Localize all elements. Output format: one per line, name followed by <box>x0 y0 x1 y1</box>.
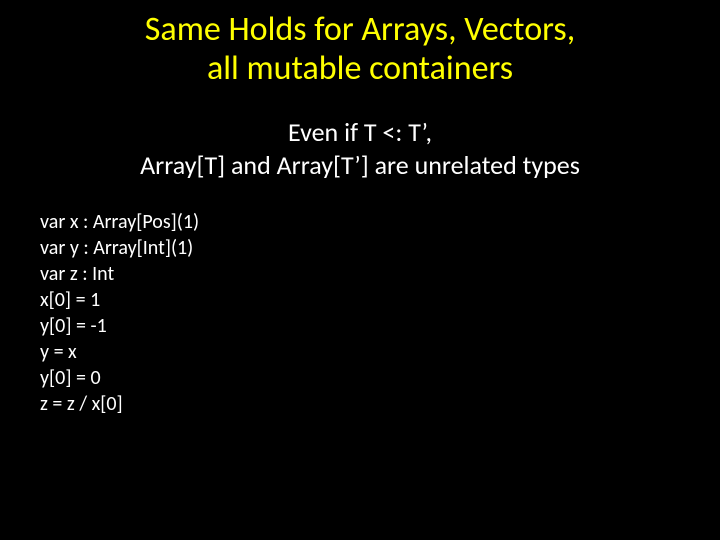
slide-container: Same Holds for Arrays, Vectors, all muta… <box>0 0 720 540</box>
subtitle-line-1: Even if T <: T’, <box>0 116 720 149</box>
subtitle-line-2: Array[T] and Array[T’] are unrelated typ… <box>0 149 720 182</box>
code-line: var x : Array[Pos](1) <box>40 209 720 235</box>
code-block: var x : Array[Pos](1) var y : Array[Int]… <box>40 209 720 417</box>
code-line: var z : Int <box>40 261 720 287</box>
code-line: z = z / x[0] <box>40 391 720 417</box>
code-line: x[0] = 1 <box>40 287 720 313</box>
code-line: var y : Array[Int](1) <box>40 235 720 261</box>
code-line: y[0] = 0 <box>40 365 720 391</box>
slide-subtitle: Even if T <: T’, Array[T] and Array[T’] … <box>0 116 720 181</box>
title-line-2: all mutable containers <box>0 49 720 88</box>
slide-title: Same Holds for Arrays, Vectors, all muta… <box>0 0 720 88</box>
code-line: y[0] = -1 <box>40 313 720 339</box>
code-line: y = x <box>40 339 720 365</box>
title-line-1: Same Holds for Arrays, Vectors, <box>0 10 720 49</box>
